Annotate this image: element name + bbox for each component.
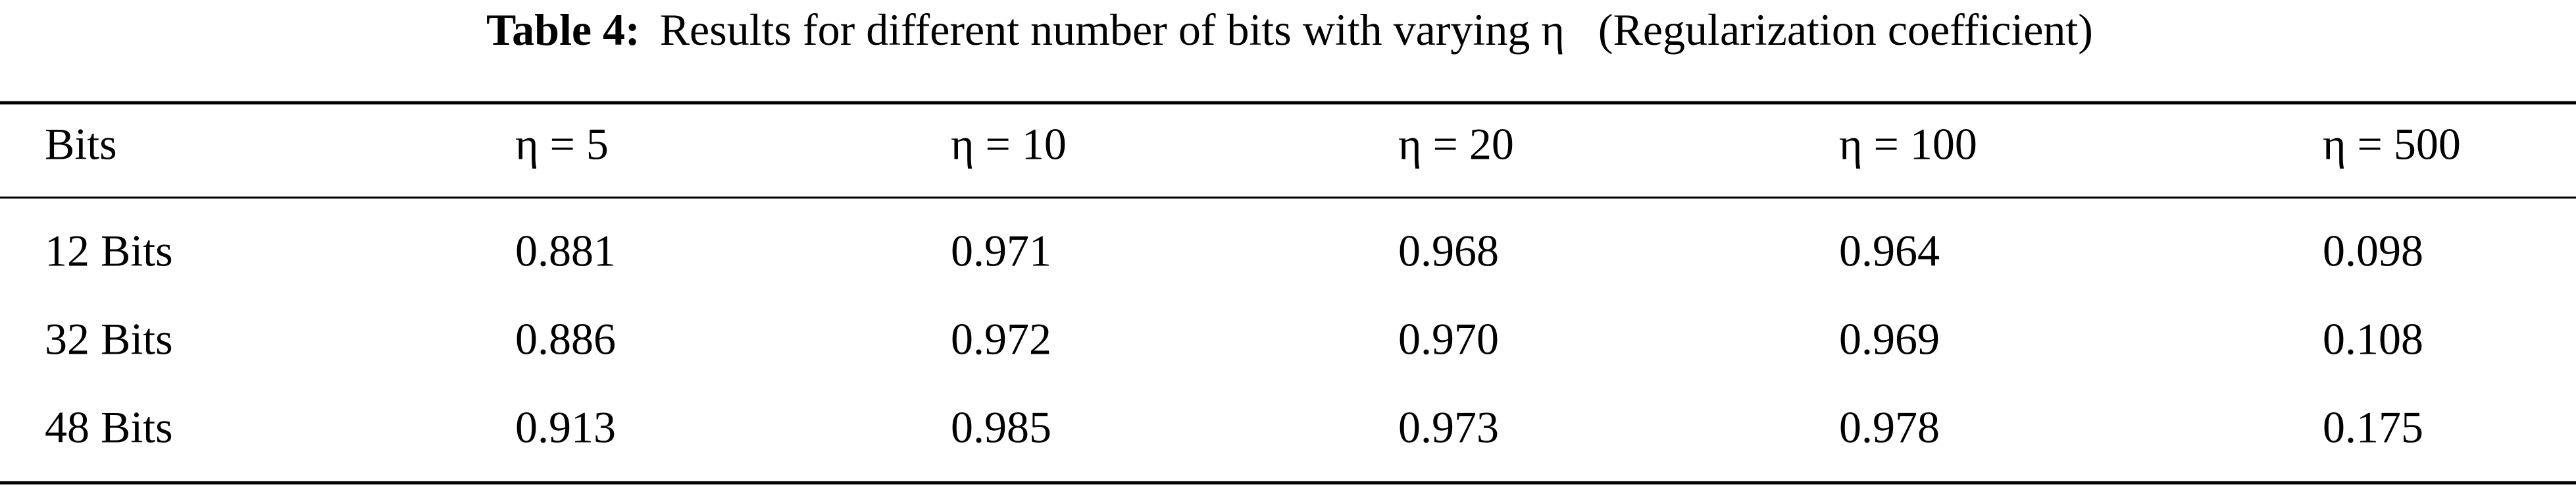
table-cell: 0.968: [1398, 226, 1499, 276]
header-cell: Bits: [45, 119, 117, 169]
table-cell: 0.971: [951, 226, 1051, 276]
row-label: 48 Bits: [45, 402, 173, 452]
header-cell: η = 100: [1839, 119, 1977, 169]
header-cell: η = 500: [2323, 119, 2461, 169]
table-cell: 0.969: [1839, 314, 1940, 364]
table-cell: 0.881: [515, 226, 616, 276]
table-cell: 0.964: [1839, 226, 1940, 276]
table-cell: 0.098: [2323, 226, 2423, 276]
table-cell: 0.175: [2323, 402, 2423, 452]
table-cell: 0.108: [2323, 314, 2423, 364]
header-cell: η = 5: [515, 119, 609, 169]
table-cell: 0.978: [1839, 402, 1940, 452]
header-cell: η = 20: [1398, 119, 1514, 169]
caption-label: Table 4:: [486, 5, 640, 55]
caption-text: Results for different number of bits wit…: [660, 5, 2093, 55]
row-label: 12 Bits: [45, 226, 173, 276]
table-cell: 0.970: [1398, 314, 1499, 364]
table-caption: Table 4: Results for different number of …: [486, 5, 2093, 55]
table-cell: 0.886: [515, 314, 616, 364]
table-cell: 0.972: [951, 314, 1051, 364]
table-cell: 0.985: [951, 402, 1051, 452]
header-cell: η = 10: [951, 119, 1067, 169]
row-label: 32 Bits: [45, 314, 173, 364]
table-cell: 0.913: [515, 402, 616, 452]
table-cell: 0.973: [1398, 402, 1499, 452]
